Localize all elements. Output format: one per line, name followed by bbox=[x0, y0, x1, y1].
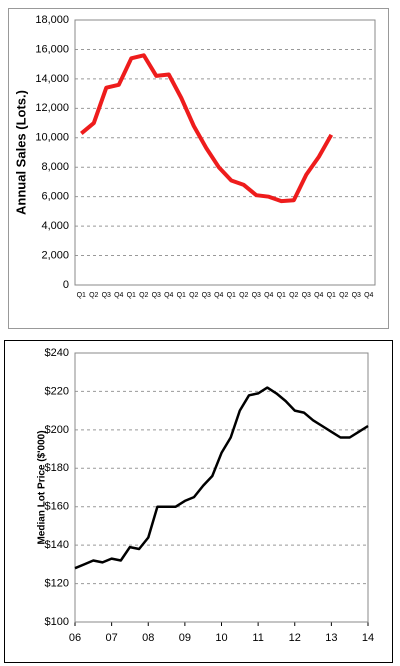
x-tick-label: 10 bbox=[215, 632, 227, 644]
y-tick-label: $220 bbox=[45, 385, 69, 397]
x-tick-label: Q1 bbox=[327, 292, 336, 299]
x-tick-label: Q1 bbox=[177, 292, 186, 299]
x-tick-label: Q4 bbox=[114, 292, 123, 299]
y-tick-label: 14,000 bbox=[35, 73, 69, 85]
y-tick-label: $140 bbox=[45, 539, 69, 551]
y-axis-title: Annual Sales (Lots.) bbox=[13, 90, 28, 215]
x-tick-label: Q3 bbox=[102, 292, 111, 299]
x-tick-label: 09 bbox=[179, 632, 191, 644]
x-tick-label: Q4 bbox=[264, 292, 273, 299]
x-tick-label: 11 bbox=[252, 632, 263, 644]
data-line bbox=[74, 386, 369, 570]
x-tick-label: Q2 bbox=[189, 292, 198, 299]
x-tick-label: 07 bbox=[106, 632, 118, 644]
y-tick-label: $160 bbox=[45, 501, 69, 513]
y-tick-label: 12,000 bbox=[35, 102, 69, 114]
y-tick-label: 2,000 bbox=[41, 249, 69, 261]
x-tick-label: Q2 bbox=[139, 292, 148, 299]
y-tick-label: 8,000 bbox=[41, 161, 69, 173]
y-tick-label: $240 bbox=[45, 347, 69, 359]
x-tick-label: 06 bbox=[69, 632, 81, 644]
y-tick-label: 16,000 bbox=[35, 43, 69, 55]
y-tick-label: $200 bbox=[45, 424, 69, 436]
x-tick-label: 13 bbox=[325, 632, 337, 644]
y-tick-label: 18,000 bbox=[35, 14, 69, 26]
chart-frame bbox=[8, 8, 389, 329]
plot-area bbox=[74, 352, 369, 623]
y-tick-label: 6,000 bbox=[41, 191, 69, 203]
data-line bbox=[80, 53, 334, 204]
x-tick-label: Q3 bbox=[302, 292, 311, 299]
x-tick-label: Q1 bbox=[277, 292, 286, 299]
x-tick-label: Q4 bbox=[214, 292, 223, 299]
chart-frame bbox=[4, 340, 393, 663]
x-tick-label: Q3 bbox=[152, 292, 161, 299]
x-tick-label: Q3 bbox=[252, 292, 261, 299]
x-tick-label: Q1 bbox=[77, 292, 86, 299]
y-tick-label: $100 bbox=[45, 616, 69, 628]
x-tick-label: Q3 bbox=[352, 292, 361, 299]
plot-area bbox=[74, 19, 376, 286]
y-tick-label: $180 bbox=[45, 462, 69, 474]
x-tick-label: Q2 bbox=[339, 292, 348, 299]
x-tick-label: Q1 bbox=[227, 292, 236, 299]
y-tick-label: 10,000 bbox=[35, 132, 69, 144]
x-tick-label: Q4 bbox=[364, 292, 373, 299]
x-tick-label: Q2 bbox=[289, 292, 298, 299]
x-tick-label: 12 bbox=[289, 632, 301, 644]
x-tick-label: Q2 bbox=[89, 292, 98, 299]
y-tick-label: $120 bbox=[45, 577, 69, 589]
x-tick-label: Q1 bbox=[127, 292, 136, 299]
x-tick-label: Q4 bbox=[164, 292, 173, 299]
x-tick-label: Q3 bbox=[202, 292, 211, 299]
x-tick-label: 08 bbox=[142, 632, 154, 644]
x-tick-label: Q4 bbox=[314, 292, 323, 299]
y-tick-label: 4,000 bbox=[41, 220, 69, 232]
y-axis-title: Median Lot Price ($'000) bbox=[37, 430, 48, 544]
x-tick-label: 14 bbox=[362, 632, 374, 644]
x-tick-label: Q2 bbox=[239, 292, 248, 299]
y-tick-label: 0 bbox=[63, 279, 69, 291]
